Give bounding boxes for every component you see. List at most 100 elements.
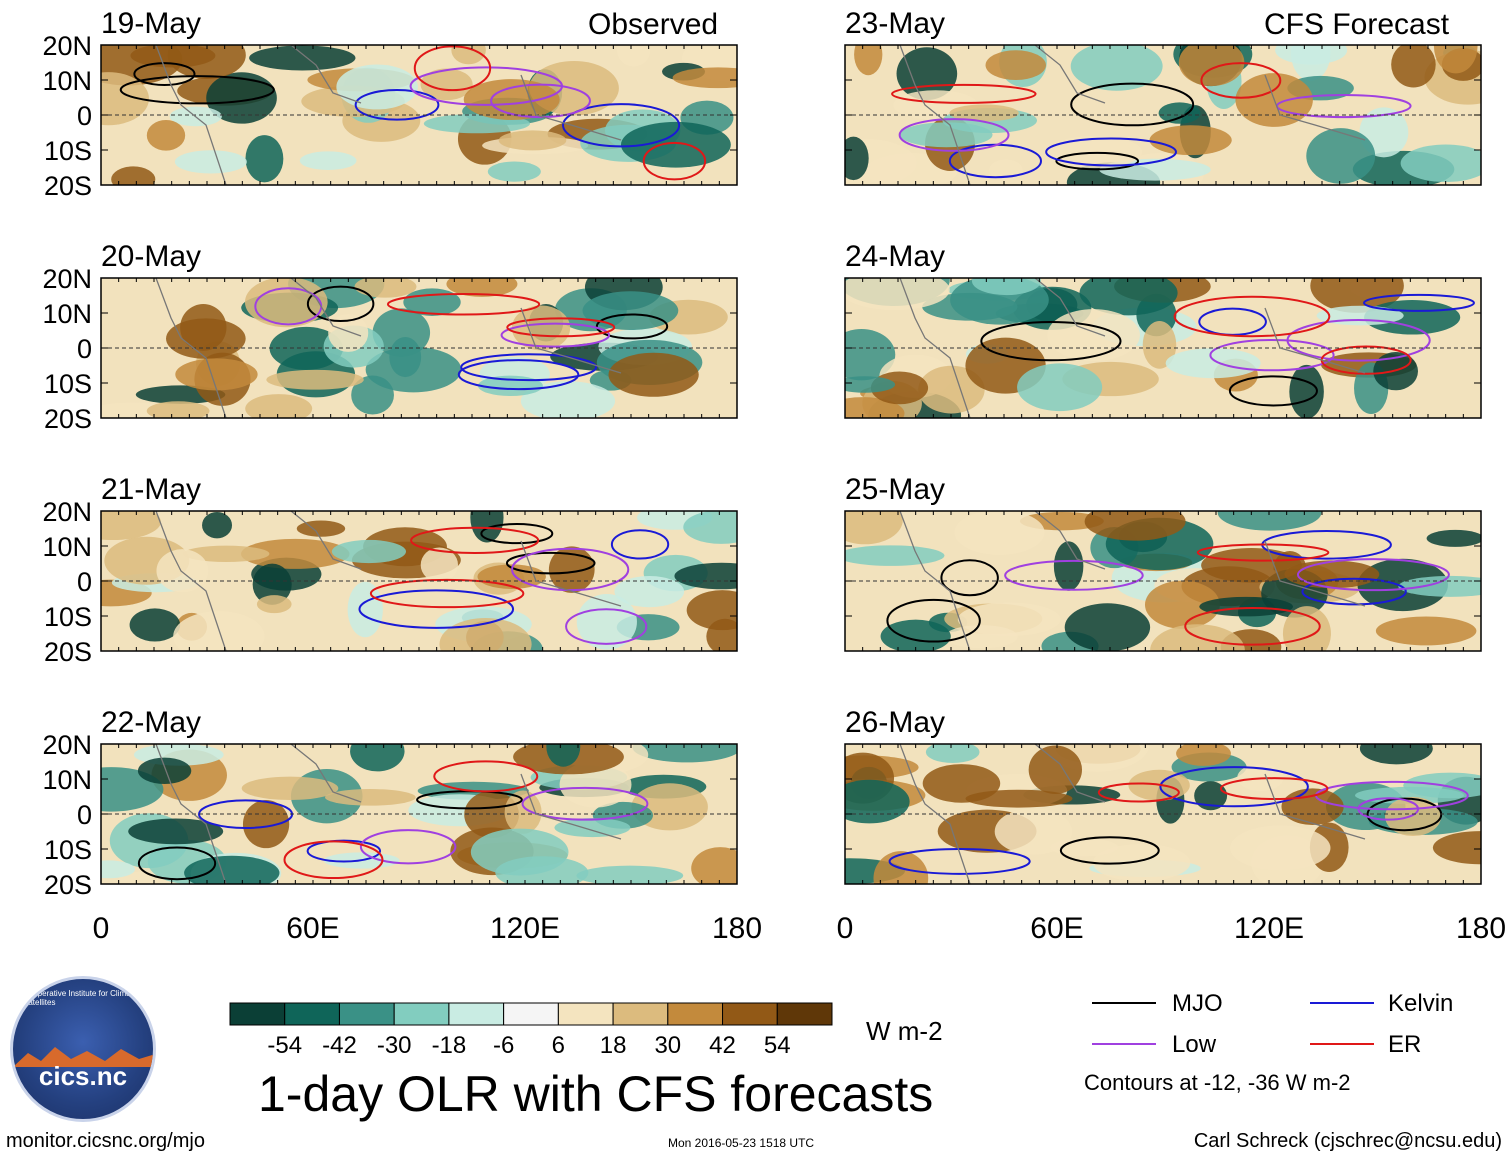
olr-anomaly-patch [477, 375, 543, 397]
panel-date-label: 22-May [101, 706, 201, 739]
olr-anomaly-patch [184, 855, 280, 884]
olr-anomaly-patch [1230, 825, 1331, 871]
lat-label: 10S [44, 369, 92, 399]
coastline [1264, 773, 1366, 840]
olr-anomaly-patch [347, 581, 383, 638]
low-contour [1296, 558, 1450, 592]
olr-anomaly-patch [608, 352, 699, 397]
low-contour [1357, 797, 1420, 821]
legend-er-line [1310, 1043, 1374, 1045]
colorbar-tick-label: -30 [376, 1032, 412, 1059]
panel-date-label: 21-May [101, 473, 201, 506]
lon-label: 180 [712, 912, 762, 945]
map-panel: 23-May [844, 7, 1482, 186]
olr-anomaly-patch [354, 278, 417, 298]
olr-anomaly-patch [202, 512, 233, 539]
olr-anomaly-patch [101, 72, 149, 126]
olr-anomaly-patch [439, 617, 532, 651]
olr-anomaly-patch [1178, 45, 1245, 87]
olr-anomaly-patch [971, 278, 1042, 296]
coastline [899, 744, 971, 884]
colorbar-tick-label: -54 [267, 1032, 303, 1059]
lat-label: 20N [42, 264, 92, 294]
olr-anomaly-patch [1053, 541, 1084, 591]
olr-anomaly-patch [266, 369, 364, 390]
olr-anomaly-patch [576, 865, 684, 884]
coastline [1034, 45, 1106, 104]
olr-anomaly-patch [1391, 45, 1436, 88]
map-panel: 26-May [844, 706, 1482, 885]
olr-anomaly-patch [101, 511, 161, 541]
olr-field [101, 511, 737, 651]
olr-anomaly-patch [683, 511, 737, 544]
olr-anomaly-patch [925, 744, 980, 764]
map-panel: 21-May 20N 10N 0 10S 20S [42, 473, 738, 667]
er-contour [386, 293, 541, 316]
low-contour [500, 322, 611, 348]
low-contour [490, 83, 591, 119]
mjo-contour [119, 75, 275, 105]
footer-author: Carl Schreck (cjschrec@ncsu.edu) [1193, 1130, 1502, 1152]
contours-note: Contours at -12, -36 W m-2 [1084, 1070, 1351, 1095]
lat-label: 20S [44, 637, 92, 667]
legend-er-label: ER [1388, 1031, 1422, 1058]
olr-anomaly-patch [206, 72, 277, 124]
coastline [520, 540, 622, 607]
colorbar-tick-label: 42 [709, 1032, 736, 1059]
map-panel: 20-May 20N 10N 0 10S 20S [42, 240, 738, 434]
olr-anomaly-patch [854, 45, 883, 76]
er-contour [891, 83, 1037, 104]
olr-anomaly-patch [554, 818, 631, 838]
colorbar-swatch [503, 1002, 559, 1026]
olr-anomaly-patch [1400, 144, 1481, 183]
olr-anomaly-patch [1084, 511, 1186, 541]
olr-anomaly-patch [614, 576, 685, 608]
olr-anomaly-patch [985, 50, 1046, 81]
mjo-contour [1059, 836, 1160, 865]
coastline [1034, 511, 1106, 570]
olr-field [101, 278, 737, 418]
olr-anomaly-patch [674, 562, 737, 590]
colorbar-swatch [722, 1002, 778, 1026]
coastline [290, 278, 362, 337]
mjo-contour [595, 313, 669, 340]
colorbar-swatch [284, 1002, 340, 1026]
mjo-contour [886, 598, 981, 643]
olr-anomaly-patch [1064, 603, 1151, 651]
olr-anomaly-patch [546, 744, 581, 767]
olr-anomaly-patch [249, 45, 356, 71]
logo-mountain-icon [13, 1047, 153, 1067]
olr-anomaly-patch [1433, 45, 1478, 74]
olr-anomaly-patch [256, 595, 292, 614]
lat-label: 20S [44, 870, 92, 900]
er-contour [1196, 543, 1330, 562]
coastline [1034, 278, 1106, 337]
er-contour [1173, 295, 1331, 338]
olr-anomaly-patch [451, 45, 486, 65]
olr-anomaly-patch [420, 547, 459, 583]
olr-anomaly-patch [1432, 831, 1481, 865]
lat-label: 0 [77, 567, 92, 597]
olr-anomaly-patch [1028, 745, 1083, 794]
colorbar-tick-label: 54 [763, 1032, 791, 1059]
colorbar-tick-label: -6 [492, 1032, 515, 1059]
lat-label: 20N [42, 730, 92, 760]
olr-anomaly-patch [954, 511, 1045, 555]
coastline [520, 307, 622, 374]
olr-anomaly-patch [245, 394, 313, 418]
lat-label: 10S [44, 602, 92, 632]
mjo-contour [940, 559, 999, 597]
kelvin-contour [1045, 137, 1178, 167]
lon-label: 120E [1234, 912, 1304, 945]
olr-anomaly-patch [994, 808, 1073, 855]
olr-field [845, 45, 1481, 185]
olr-anomaly-patch [389, 336, 422, 378]
olr-anomaly-patch [1144, 580, 1220, 629]
lon-label: 60E [286, 912, 339, 945]
lat-label: 20S [44, 171, 92, 201]
olr-anomaly-patch [1165, 348, 1261, 379]
olr-anomaly-patch [1050, 838, 1119, 857]
colorbar-swatch [448, 1002, 505, 1026]
olr-anomaly-patch [1150, 624, 1245, 651]
